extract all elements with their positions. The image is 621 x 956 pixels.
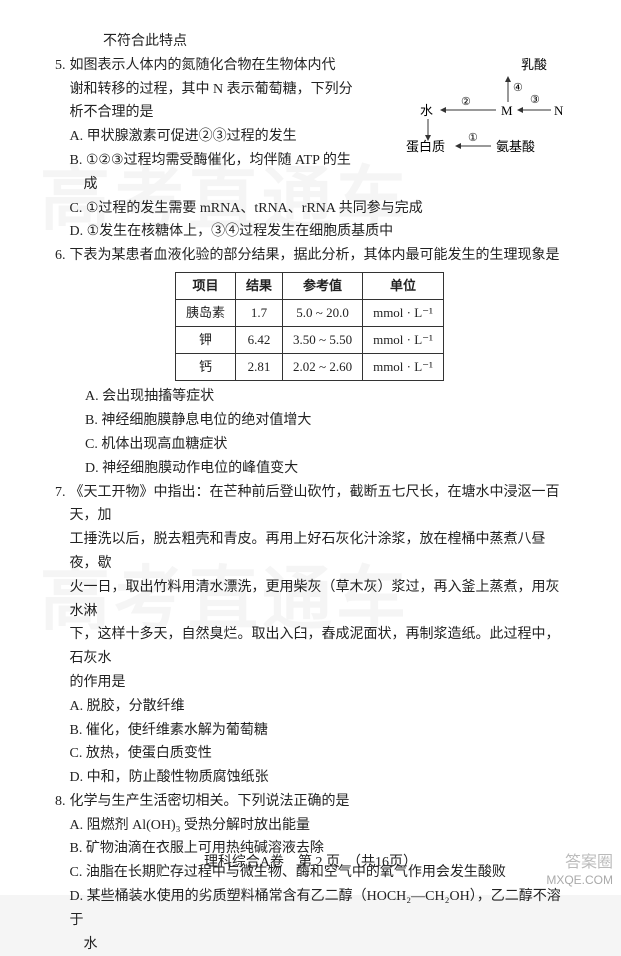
footer-brand-bottom: MXQE.COM <box>546 873 613 887</box>
fragment-line: 不符合此特点 <box>103 30 566 54</box>
dia-M: M <box>501 103 513 118</box>
dia-num1: ① <box>468 132 478 144</box>
table-row: 钾 6.42 3.50 ~ 5.50 mmol · L⁻¹ <box>176 327 444 354</box>
footer-watermark: 答案圈 MXQE.COM <box>546 853 613 887</box>
q5-diagram: N M 乳酸 水 蛋白质 氨基酸 ③ ④ ② ① <box>406 55 566 160</box>
table-row: 钙 2.81 2.02 ~ 2.60 mmol · L⁻¹ <box>176 354 444 381</box>
page-footer: 理科综合A卷 第 2 页 （共16页） <box>0 851 621 875</box>
footer-brand-top: 答案圈 <box>546 853 613 872</box>
q6-stem: 下表为某患者血液化验的部分结果，据此分析，其体内最可能发生的生理现象是 <box>70 244 567 268</box>
exam-page: 高考直通车 高考直通车 不符合此特点 5. 如图表示人体内的氮随化合物在生物体内… <box>0 0 621 895</box>
q5-stem-l2: 谢和转移的过程，其中 N 表示葡萄糖，下列分 <box>70 78 380 102</box>
dia-aa: 氨基酸 <box>496 139 535 154</box>
dia-num2: ② <box>461 96 471 108</box>
q7-optB: B. 催化，使纤维素水解为葡萄糖 <box>70 719 567 743</box>
th-item: 项目 <box>176 272 236 299</box>
dia-water: 水 <box>420 103 433 118</box>
q7-stem-l5: 的作用是 <box>70 671 567 695</box>
q5-optB-l1: B. ①②③过程均需受酶催化，均伴随 ATP 的生 <box>70 149 380 173</box>
th-unit: 单位 <box>363 272 444 299</box>
q5-stem-l3: 析不合理的是 <box>70 101 380 125</box>
q8-optD-l2: 水 <box>84 933 567 956</box>
q6-optD: D. 神经细胞膜动作电位的峰值变大 <box>85 457 566 481</box>
q5-num: 5. <box>55 54 66 244</box>
th-result: 结果 <box>236 272 283 299</box>
q8-optD-l1: D. 某些桶装水使用的劣质塑料桶常含有乙二醇（HOCH₂—CH₂OH），乙二醇不… <box>70 885 567 933</box>
q6-optA: A. 会出现抽搐等症状 <box>85 385 566 409</box>
q6-num: 6. <box>55 244 66 268</box>
dia-protein: 蛋白质 <box>406 139 445 154</box>
q8-stem: 化学与生产生活密切相关。下列说法正确的是 <box>70 790 567 814</box>
th-ref: 参考值 <box>283 272 363 299</box>
q5-stem-l1: 如图表示人体内的氮随化合物在生物体内代 <box>70 54 380 78</box>
q7-optA: A. 脱胶，分散纤维 <box>70 695 567 719</box>
dia-num4: ④ <box>513 82 523 94</box>
q6-optB: B. 神经细胞膜静息电位的绝对值增大 <box>85 409 566 433</box>
q5-optB-l2: 成 <box>84 173 567 197</box>
q7-stem-l1: 《天工开物》中指出：在芒种前后登山砍竹，截断五七尺长，在塘水中浸沤一百天，加 <box>70 481 567 529</box>
q7-stem-l3: 火一日，取出竹料用清水漂洗，更用柴灰（草木灰）浆过，再入釜上蒸煮，用灰水淋 <box>70 576 567 624</box>
table-header-row: 项目 结果 参考值 单位 <box>176 272 444 299</box>
q6-table: 项目 结果 参考值 单位 胰岛素 1.7 5.0 ~ 20.0 mmol · L… <box>175 272 444 381</box>
dia-N: N <box>554 103 564 118</box>
q7-stem-l2: 工捶洗以后，脱去粗壳和青皮。再用上好石灰化汁涂浆，放在楻桶中蒸煮八昼夜，歇 <box>70 528 567 576</box>
q8-optA: A. 阻燃剂 Al(OH)₃ 受热分解时放出能量 <box>70 814 567 838</box>
table-row: 胰岛素 1.7 5.0 ~ 20.0 mmol · L⁻¹ <box>176 300 444 327</box>
q7-optC: C. 放热，使蛋白质变性 <box>70 742 567 766</box>
q6: 6. 下表为某患者血液化验的部分结果，据此分析，其体内最可能发生的生理现象是 <box>55 244 566 268</box>
q7-num: 7. <box>55 481 66 790</box>
dia-lactic: 乳酸 <box>521 57 547 72</box>
q7: 7. 《天工开物》中指出：在芒种前后登山砍竹，截断五七尺长，在塘水中浸沤一百天，… <box>55 481 566 790</box>
q5-optC: C. ①过程的发生需要 mRNA、tRNA、rRNA 共同参与完成 <box>70 197 567 221</box>
q5-optD: D. ①发生在核糖体上，③④过程发生在细胞质基质中 <box>70 220 567 244</box>
q6-optC: C. 机体出现高血糖症状 <box>85 433 566 457</box>
q7-optD: D. 中和，防止酸性物质腐蚀纸张 <box>70 766 567 790</box>
q7-stem-l4: 下，这样十多天，自然臭烂。取出入臼，舂成泥面状，再制浆造纸。此过程中，石灰水 <box>70 623 567 671</box>
dia-num3: ③ <box>530 94 540 106</box>
